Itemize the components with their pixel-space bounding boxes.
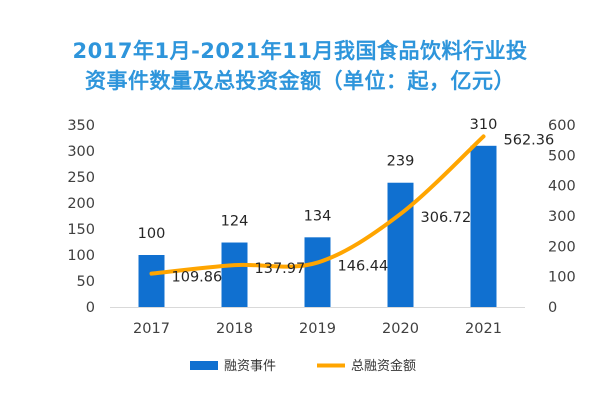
bar-data-label: 124 (221, 214, 249, 230)
bar (304, 237, 331, 307)
x-tick-label: 2018 (216, 321, 253, 337)
y-left-tick-label: 150 (67, 222, 95, 238)
y-right-tick-label: 200 (548, 239, 576, 255)
y-right-tick-label: 400 (548, 179, 576, 195)
line-data-label: 137.97 (255, 261, 306, 277)
x-tick-label: 2020 (382, 321, 419, 337)
legend-swatch-bar (190, 361, 218, 370)
line-series (149, 134, 486, 276)
line-data-label: 306.72 (421, 210, 472, 226)
y-left-tick-label: 200 (67, 196, 95, 212)
y-left-tick-label: 50 (77, 274, 95, 290)
line-data-label: 109.86 (172, 270, 223, 286)
bar-data-label: 239 (387, 154, 415, 170)
y-left-tick-label: 0 (86, 300, 95, 316)
line-data-label: 146.44 (338, 259, 389, 275)
y-left-tick-label: 250 (67, 170, 95, 186)
y-right-tick-label: 0 (548, 300, 557, 316)
y-left-tick-label: 300 (67, 144, 95, 160)
bar (221, 242, 248, 307)
y-right-tick-label: 600 (548, 118, 576, 134)
y-right-tick-label: 100 (548, 270, 576, 286)
x-tick-label: 2017 (133, 321, 170, 337)
x-tick-label: 2019 (299, 321, 336, 337)
chart-title-line-1: 2017年1月-2021年11月我国食品饮料行业投 (72, 39, 528, 63)
x-tick-label: 2021 (465, 321, 502, 337)
y-left-tick-label: 100 (67, 248, 95, 264)
y-right-tick-label: 500 (548, 148, 576, 164)
legend-label-line: 总融资金额 (351, 358, 416, 374)
bar (470, 145, 497, 307)
chart-title-line-2: 资事件数量及总投资金额（单位：起，亿元） (85, 69, 515, 93)
line-data-label: 562.36 (504, 132, 555, 148)
bar-data-label: 100 (138, 226, 166, 242)
y-left-tick-label: 350 (67, 118, 95, 134)
bar (387, 182, 414, 307)
legend-label-bar: 融资事件 (224, 359, 276, 374)
y-right-tick-label: 300 (548, 209, 576, 225)
bar-data-label: 134 (304, 208, 332, 224)
bar-data-label: 310 (470, 117, 498, 133)
bar (138, 255, 165, 307)
chart-title: 2017年1月-2021年11月我国食品饮料行业投 资事件数量及总投资金额（单位… (0, 36, 600, 96)
